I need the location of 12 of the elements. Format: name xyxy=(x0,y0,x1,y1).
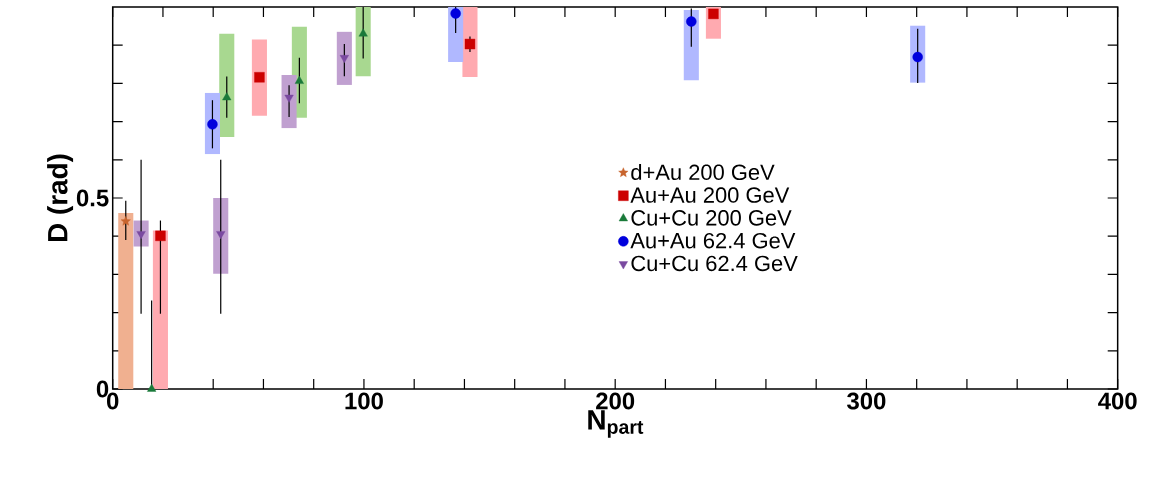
y-axis-title: D (rad) xyxy=(47,154,74,242)
legend-label: Au+Au 62.4 GeV xyxy=(630,232,796,249)
x-tick-label: 300 xyxy=(847,392,886,410)
legend-label: Cu+Cu 200 GeV xyxy=(631,210,792,226)
x-tick-label: 100 xyxy=(345,392,383,410)
y-tick-label: 0.5 xyxy=(76,189,109,207)
x-tick-label: 200 xyxy=(596,392,635,410)
legend-label: Cu+Cu 62.4 GeV xyxy=(631,255,798,272)
legend-label: d+Au 200 GeV xyxy=(631,163,775,181)
x-tick-label: 400 xyxy=(1098,392,1137,410)
x-axis-title: N$_{part}$ xyxy=(588,410,644,438)
legend-label: Au+Au 200 GeV xyxy=(630,187,790,203)
